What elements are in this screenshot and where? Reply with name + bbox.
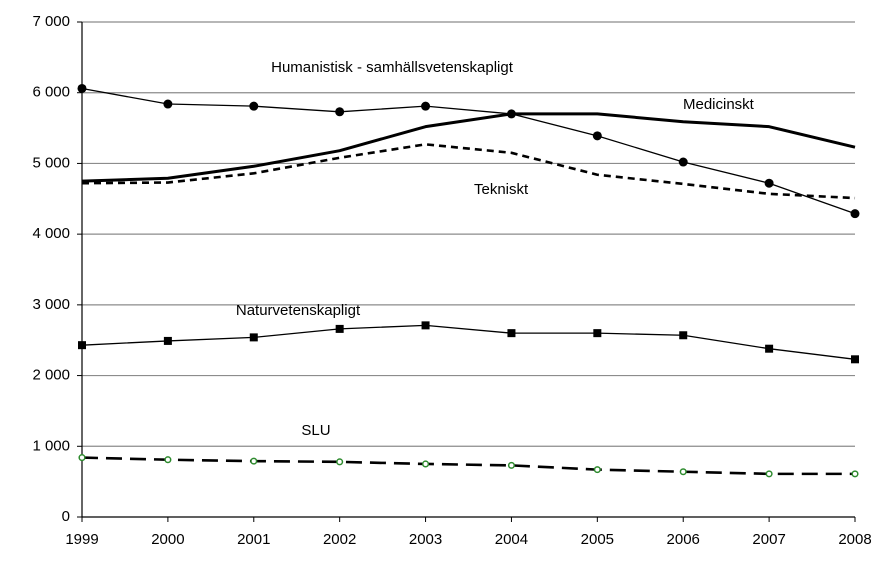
series-label: Tekniskt xyxy=(474,181,529,198)
point xyxy=(678,157,688,167)
series-label: Humanistisk - samhällsvetenskapligt xyxy=(271,59,514,76)
y-tick-label: 7 000 xyxy=(32,13,70,30)
series-label: SLU xyxy=(301,422,330,439)
point xyxy=(335,324,344,333)
point xyxy=(421,101,431,111)
point xyxy=(77,83,87,93)
y-tick-label: 1 000 xyxy=(32,437,70,454)
x-tick-label: 2007 xyxy=(752,531,785,548)
x-tick-label: 2003 xyxy=(409,531,442,548)
series-line xyxy=(81,87,856,215)
series-label: Naturvetenskapligt xyxy=(236,302,361,319)
point xyxy=(250,457,258,465)
x-tick-label: 2000 xyxy=(151,531,184,548)
y-tick-label: 6 000 xyxy=(32,84,70,101)
x-tick-label: 2002 xyxy=(323,531,356,548)
series-line xyxy=(81,456,855,476)
y-tick-label: 0 xyxy=(62,508,70,525)
point xyxy=(163,99,173,109)
point xyxy=(679,468,687,476)
x-tick-label: 2001 xyxy=(237,531,270,548)
x-tick-label: 2006 xyxy=(667,531,700,548)
point xyxy=(421,321,430,330)
x-tick-label: 2008 xyxy=(838,531,871,548)
y-tick-label: 2 000 xyxy=(32,367,70,384)
point xyxy=(593,466,601,474)
point xyxy=(249,101,259,111)
point xyxy=(507,329,516,338)
point xyxy=(422,460,430,468)
series-line xyxy=(81,143,856,200)
series-line xyxy=(81,324,856,360)
series-line xyxy=(81,112,856,183)
point xyxy=(593,329,602,338)
point xyxy=(765,344,774,353)
point xyxy=(850,209,860,219)
point xyxy=(765,470,773,478)
y-tick-label: 5 000 xyxy=(32,154,70,171)
point xyxy=(507,461,515,469)
y-tick-label: 4 000 xyxy=(32,225,70,242)
x-tick-label: 2005 xyxy=(581,531,614,548)
point xyxy=(764,178,774,188)
point xyxy=(336,458,344,466)
point xyxy=(851,470,859,478)
point xyxy=(851,355,859,364)
point xyxy=(335,107,345,117)
point xyxy=(164,456,172,464)
x-tick-label: 2004 xyxy=(495,531,528,548)
point xyxy=(249,333,258,342)
y-tick-label: 3 000 xyxy=(32,296,70,313)
point xyxy=(679,331,688,340)
series-label: Medicinskt xyxy=(683,96,755,113)
point xyxy=(78,341,86,350)
x-tick-label: 1999 xyxy=(65,531,98,548)
point xyxy=(78,454,86,462)
point xyxy=(592,131,602,141)
point xyxy=(163,336,172,345)
